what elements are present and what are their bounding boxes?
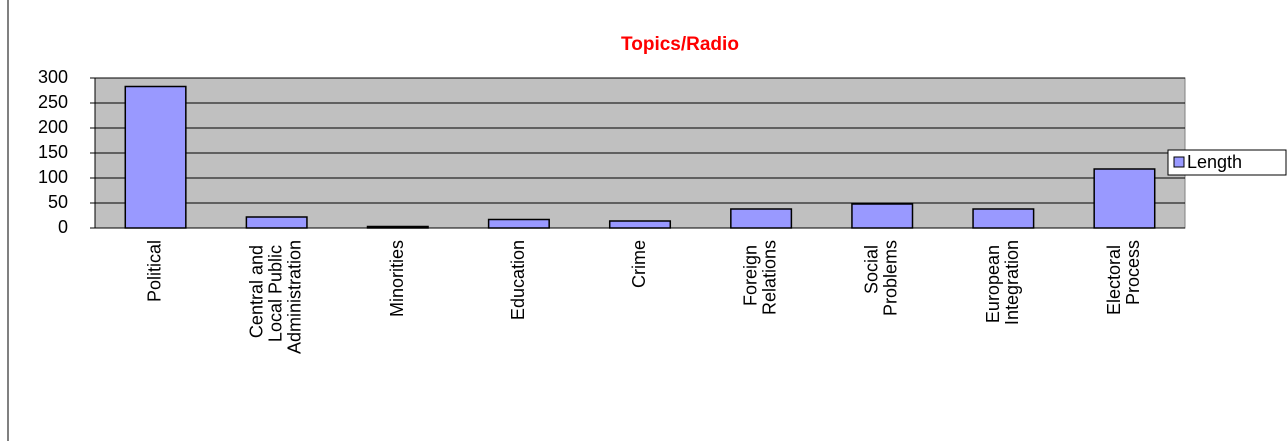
x-tick-label: Foreign Relations (740, 240, 779, 315)
y-tick-label: 200 (38, 117, 68, 137)
legend-swatch (1173, 156, 1185, 168)
chart-title: Topics/Radio (621, 34, 739, 55)
y-tick-label: 250 (38, 92, 68, 112)
x-tick-label: Social Problems (861, 240, 900, 316)
bar (1093, 168, 1156, 229)
legend-box (1167, 149, 1287, 176)
bar (730, 208, 793, 229)
x-tick-label: Central and Local Public Administration (246, 240, 304, 354)
bar (608, 220, 672, 229)
y-tick-label: 150 (38, 142, 68, 162)
x-tick-label: Education (508, 240, 528, 320)
bar (124, 85, 187, 229)
bar (487, 218, 550, 229)
x-tick-label: Crime (629, 240, 649, 288)
y-tick-label: 0 (58, 217, 68, 237)
x-tick-label: European Integration (983, 240, 1022, 325)
legend-label: Length (1187, 152, 1242, 172)
bar (245, 216, 308, 229)
y-tick-label: 50 (48, 192, 68, 212)
y-tick-label: 100 (38, 167, 68, 187)
bar (851, 203, 914, 229)
x-tick-label: Electoral Process (1104, 240, 1143, 315)
x-tick-label: Minorities (387, 240, 407, 317)
y-tick-label: 300 (38, 67, 68, 87)
bar (972, 208, 1035, 229)
x-tick-label: Political (144, 240, 164, 302)
